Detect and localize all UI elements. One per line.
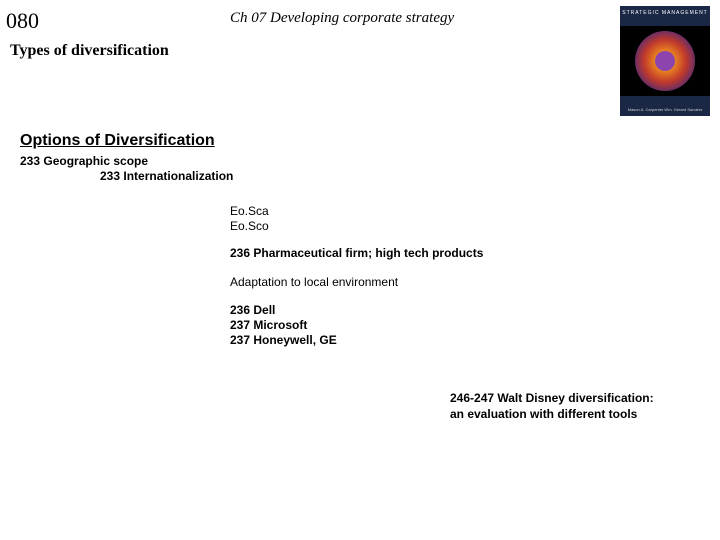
slide-number: 080 [6, 8, 39, 34]
eosca-text: Eo.Sca [230, 204, 269, 218]
eosco-text: Eo.Sco [230, 219, 269, 233]
book-authors: Mason A. Carpenter Wm. Gerard Sanders [628, 107, 702, 112]
internationalization-line: 233 Internationalization [100, 169, 233, 183]
adaptation-text: Adaptation to local environment [230, 275, 398, 289]
chapter-title: Ch 07 Developing corporate strategy [230, 10, 454, 27]
book-cover-art [635, 31, 695, 91]
book-cover-thumbnail: STRATEGIC MANAGEMENT Mason A. Carpenter … [620, 6, 710, 116]
book-title: STRATEGIC MANAGEMENT [622, 10, 707, 16]
section-title: Types of diversification [10, 42, 169, 60]
microsoft-text: 237 Microsoft [230, 318, 307, 332]
dell-text: 236 Dell [230, 303, 275, 317]
options-heading: Options of Diversification [20, 132, 215, 150]
pharma-text: 236 Pharmaceutical firm; high tech produ… [230, 246, 483, 260]
disney-text: 246-247 Walt Disney diversification: an … [450, 390, 660, 422]
honeywell-text: 237 Honeywell, GE [230, 333, 337, 347]
geographic-scope-line: 233 Geographic scope [20, 154, 148, 168]
